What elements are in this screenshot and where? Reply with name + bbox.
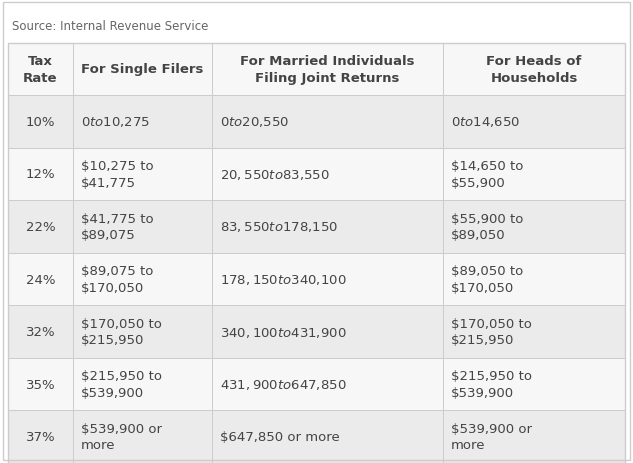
Bar <box>73 96 211 148</box>
Text: $215,950 to
$539,900: $215,950 to $539,900 <box>451 369 532 399</box>
Bar <box>8 358 73 411</box>
Text: $89,050 to
$170,050: $89,050 to $170,050 <box>451 265 523 294</box>
Bar <box>73 44 211 96</box>
Bar <box>443 44 625 96</box>
Text: $0 to $14,650: $0 to $14,650 <box>451 115 520 129</box>
Text: $14,650 to
$55,900: $14,650 to $55,900 <box>451 160 523 189</box>
Text: For Single Filers: For Single Filers <box>81 63 203 76</box>
Bar <box>8 96 73 148</box>
Text: $178,150 to $340,100: $178,150 to $340,100 <box>220 272 346 287</box>
Bar <box>73 200 211 253</box>
Bar <box>73 253 211 306</box>
Text: $10,275 to
$41,775: $10,275 to $41,775 <box>81 160 153 189</box>
Text: $170,050 to
$215,950: $170,050 to $215,950 <box>81 317 161 347</box>
Bar <box>443 253 625 306</box>
Text: 37%: 37% <box>25 430 55 443</box>
Bar <box>211 44 443 96</box>
Text: 22%: 22% <box>25 220 55 233</box>
Text: $0 to $20,550: $0 to $20,550 <box>220 115 289 129</box>
Bar <box>211 306 443 358</box>
Text: 35%: 35% <box>25 378 55 391</box>
Bar <box>211 96 443 148</box>
Text: $89,075 to
$170,050: $89,075 to $170,050 <box>81 265 153 294</box>
Text: 24%: 24% <box>26 273 55 286</box>
Text: $0 to $10,275: $0 to $10,275 <box>81 115 150 129</box>
Text: $431,900 to $647,850: $431,900 to $647,850 <box>220 377 346 391</box>
Bar <box>443 96 625 148</box>
Text: $647,850 or more: $647,850 or more <box>220 430 339 443</box>
Bar <box>8 306 73 358</box>
Text: 32%: 32% <box>25 325 55 338</box>
Bar <box>8 200 73 253</box>
Text: 12%: 12% <box>25 168 55 181</box>
Bar <box>73 411 211 463</box>
Bar <box>211 253 443 306</box>
Text: Tax
Rate: Tax Rate <box>23 55 58 85</box>
Bar <box>8 148 73 200</box>
Bar <box>211 358 443 411</box>
Text: $539,900 or
more: $539,900 or more <box>81 422 162 451</box>
Text: $215,950 to
$539,900: $215,950 to $539,900 <box>81 369 162 399</box>
Bar <box>443 200 625 253</box>
Text: 10%: 10% <box>26 116 55 129</box>
Text: $55,900 to
$89,050: $55,900 to $89,050 <box>451 212 523 242</box>
Bar <box>8 253 73 306</box>
Text: $41,775 to
$89,075: $41,775 to $89,075 <box>81 212 153 242</box>
Text: $20,550 to $83,550: $20,550 to $83,550 <box>220 168 329 181</box>
Bar <box>73 148 211 200</box>
Text: For Married Individuals
Filing Joint Returns: For Married Individuals Filing Joint Ret… <box>240 55 415 85</box>
Bar <box>73 306 211 358</box>
Bar <box>443 411 625 463</box>
Bar <box>211 148 443 200</box>
Bar <box>443 306 625 358</box>
Text: $83,550 to $178,150: $83,550 to $178,150 <box>220 220 338 234</box>
Text: $170,050 to
$215,950: $170,050 to $215,950 <box>451 317 532 347</box>
Bar <box>8 44 73 96</box>
Text: $539,900 or
more: $539,900 or more <box>451 422 532 451</box>
Bar <box>8 411 73 463</box>
Bar <box>443 358 625 411</box>
Bar <box>73 358 211 411</box>
Bar <box>211 200 443 253</box>
Text: Source: Internal Revenue Service: Source: Internal Revenue Service <box>12 19 208 32</box>
Bar <box>443 148 625 200</box>
Bar <box>211 411 443 463</box>
Text: For Heads of
Households: For Heads of Households <box>486 55 582 85</box>
Text: $340,100 to $431,900: $340,100 to $431,900 <box>220 325 346 339</box>
